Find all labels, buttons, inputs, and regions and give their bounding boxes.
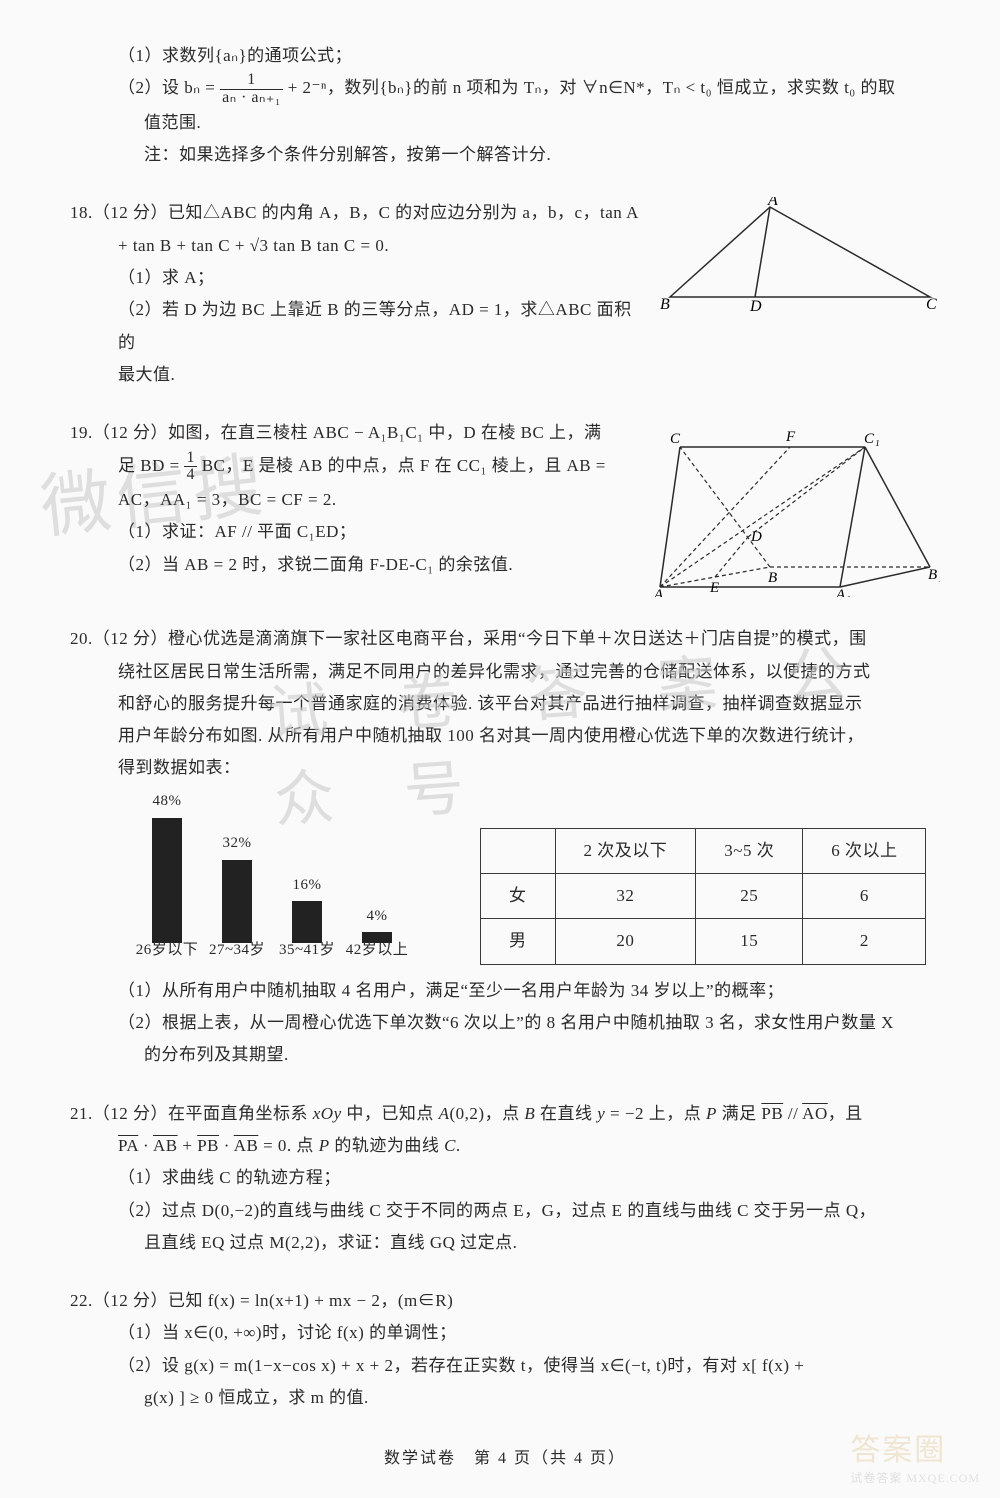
q17-part1: （1）求数列{aₙ}的通项公式； — [70, 40, 940, 72]
svg-text:B₁: B₁ — [928, 567, 940, 583]
frac-num: 1 — [220, 72, 283, 90]
q19-l2a: 足 BD = — [118, 456, 184, 475]
q19-l2b: BC，E 是棱 AB 的中点，点 F 在 CC₁ 棱上，且 AB = — [202, 456, 606, 475]
q19-figure: A A₁ B B₁ C C₁ F D E — [640, 417, 940, 597]
fraction: 1 aₙ · aₙ₊₁ — [220, 72, 283, 107]
q21-l2: PA · AB + PB · AB = 0. 点 P 的轨迹为曲线 C. — [70, 1130, 940, 1162]
chart-and-table-row: 48%26岁以下32%27~34岁16%35~41岁4%42岁以上 2 次及以下… — [112, 795, 940, 965]
bar-value-label: 48% — [137, 787, 197, 816]
table-header-cell: 6 次以上 — [803, 828, 926, 873]
q18-p1: （1）求 A； — [70, 262, 640, 294]
frac-den: 4 — [184, 467, 197, 484]
svg-text:B: B — [660, 296, 670, 313]
q19-head: 19.（12 分）如图，在直三棱柱 ABC − A₁B₁C₁ 中，D 在棱 BC… — [70, 423, 602, 442]
svg-text:C: C — [670, 431, 681, 447]
q18-p2a: （2）若 D 为边 BC 上靠近 B 的三等分点，AD = 1，求△ABC 面积… — [70, 294, 640, 359]
bar-value-label: 4% — [347, 902, 407, 931]
q17-part2-line1: （2）设 bₙ = 1 aₙ · aₙ₊₁ + 2⁻ⁿ，数列{bₙ}的前 n 项… — [70, 72, 940, 107]
table-cell: 20 — [555, 919, 696, 964]
table-cell: 6 — [803, 874, 926, 919]
svg-text:C₁: C₁ — [864, 431, 880, 447]
table-row: 女 32 25 6 — [481, 874, 926, 919]
q22-p2b: g(x) ] ≥ 0 恒成立，求 m 的值. — [70, 1382, 940, 1414]
svg-text:A₁: A₁ — [835, 587, 851, 597]
bar — [222, 860, 252, 943]
svg-text:B: B — [768, 570, 778, 586]
svg-text:F: F — [785, 429, 796, 445]
frac-den: aₙ · aₙ₊₁ — [220, 90, 283, 107]
svg-text:D: D — [750, 529, 762, 545]
bar-category-label: 42岁以上 — [342, 936, 412, 965]
table-cell: 女 — [481, 874, 556, 919]
q22-p2a: （2）设 g(x) = m(1−x−cos x) + x + 2，若存在正实数 … — [70, 1350, 940, 1382]
q17-part2-line2: 值范围. — [70, 107, 940, 139]
table-cell: 32 — [555, 874, 696, 919]
page-footer: 数学试卷 第 4 页（共 4 页） — [70, 1444, 940, 1468]
table-header-cell: 2 次及以下 — [555, 828, 696, 873]
q21-p2b: 且直线 EQ 过点 M(2,2)，求证：直线 GQ 过定点. — [70, 1227, 940, 1259]
table-cell: 25 — [696, 874, 803, 919]
q18-figure: A B C D — [660, 197, 940, 317]
table-row: 男 20 15 2 — [481, 919, 926, 964]
fraction: 1 4 — [184, 450, 197, 485]
table-header-cell — [481, 828, 556, 873]
frequency-table: 2 次及以下 3~5 次 6 次以上 女 32 25 6 男 20 15 2 — [480, 828, 926, 965]
page: 微信搜 试卷答案公众号 （1）求数列{aₙ}的通项公式； （2）设 bₙ = 1… — [0, 0, 1000, 1498]
question-22: 22.（12 分）已知 f(x) = ln(x+1) + mx − 2，(m∈R… — [70, 1285, 940, 1414]
q22-p1: （1）当 x∈(0, +∞)时，讨论 f(x) 的单调性； — [70, 1317, 940, 1349]
table-cell: 男 — [481, 919, 556, 964]
q18-p2b: 最大值. — [70, 359, 640, 391]
q18-line2: + tan B + tan C + √3 tan B tan C = 0. — [70, 230, 640, 262]
table-header-cell: 3~5 次 — [696, 828, 803, 873]
svg-text:D: D — [749, 298, 762, 315]
q21-head: 21.（12 分）在平面直角坐标系 xOy 中，已知点 A(0,2)，点 B 在… — [70, 1104, 863, 1123]
q20-p2a: （2）根据上表，从一周橙心优选下单次数“6 次以上”的 8 名用户中随机抽取 3… — [70, 1007, 940, 1039]
svg-text:A: A — [653, 587, 664, 597]
q19-p2: （2）当 AB = 2 时，求锐二面角 F-DE-C₁ 的余弦值. — [70, 549, 620, 581]
table-cell: 2 — [803, 919, 926, 964]
q19-line3: AC，AA₁ = 3，BC = CF = 2. — [70, 484, 620, 516]
bar-category-label: 26岁以下 — [132, 936, 202, 965]
bar-category-label: 35~41岁 — [272, 936, 342, 965]
bar-category-label: 27~34岁 — [202, 936, 272, 965]
q17-p2-prefix: （2）设 bₙ = — [118, 79, 220, 98]
q20-head: 20.（12 分）橙心优选是滴滴旗下一家社区电商平台，采用“今日下单＋次日送达＋… — [70, 629, 867, 648]
q22-head: 22.（12 分）已知 f(x) = ln(x+1) + mx − 2，(m∈R… — [70, 1291, 453, 1310]
q20-p1: （1）从所有用户中随机抽取 4 名用户，满足“至少一名用户年龄为 34 岁以上”… — [70, 975, 940, 1007]
question-17: （1）求数列{aₙ}的通项公式； （2）设 bₙ = 1 aₙ · aₙ₊₁ +… — [70, 40, 940, 171]
question-18: 18.（12 分）已知△ABC 的内角 A，B，C 的对应边分别为 a，b，c，… — [70, 197, 940, 391]
question-19: 19.（12 分）如图，在直三棱柱 ABC − A₁B₁C₁ 中，D 在棱 BC… — [70, 417, 940, 597]
q17-p2-suffix: + 2⁻ⁿ，数列{bₙ}的前 n 项和为 Tₙ，对 ∀n∈N*，Tₙ < t₀ … — [288, 79, 896, 98]
svg-text:A: A — [767, 197, 778, 209]
question-20: 20.（12 分）橙心优选是滴滴旗下一家社区电商平台，采用“今日下单＋次日送达＋… — [70, 623, 940, 1071]
svg-text:E: E — [709, 580, 720, 596]
q19-p1: （1）求证：AF // 平面 C₁ED； — [70, 516, 620, 548]
bar — [152, 818, 182, 943]
question-21: 21.（12 分）在平面直角坐标系 xOy 中，已知点 A(0,2)，点 B 在… — [70, 1098, 940, 1259]
q17-note: 注：如果选择多个条件分别解答，按第一个解答计分. — [70, 139, 940, 171]
q20-l5: 得到数据如表： — [70, 752, 940, 784]
frac-num: 1 — [184, 450, 197, 468]
svg-text:C: C — [926, 296, 937, 313]
q21-p2a: （2）过点 D(0,−2)的直线与曲线 C 交于不同的两点 E，G，过点 E 的… — [70, 1195, 940, 1227]
q21-p1: （1）求曲线 C 的轨迹方程； — [70, 1162, 940, 1194]
table-cell: 15 — [696, 919, 803, 964]
q20-l4: 用户年龄分布如图. 从所有用户中随机抽取 100 名对其一周内使用橙心优选下单的… — [70, 720, 940, 752]
q20-p2b: 的分布列及其期望. — [70, 1039, 940, 1071]
q20-l3: 和舒心的服务提升每一个普通家庭的消费体验. 该平台对其产品进行抽样调查，抽样调查… — [70, 688, 940, 720]
age-bar-chart: 48%26岁以下32%27~34岁16%35~41岁4%42岁以上 — [112, 795, 432, 965]
bar-value-label: 32% — [207, 829, 267, 858]
table-header-row: 2 次及以下 3~5 次 6 次以上 — [481, 828, 926, 873]
q19-line2: 足 BD = 1 4 BC，E 是棱 AB 的中点，点 F 在 CC₁ 棱上，且… — [70, 450, 620, 485]
q18-head: 18.（12 分）已知△ABC 的内角 A，B，C 的对应边分别为 a，b，c，… — [70, 203, 639, 222]
q20-l2: 绕社区居民日常生活所需，满足不同用户的差异化需求，通过完善的仓储配送体系，以便捷… — [70, 656, 940, 688]
bar-value-label: 16% — [277, 871, 337, 900]
